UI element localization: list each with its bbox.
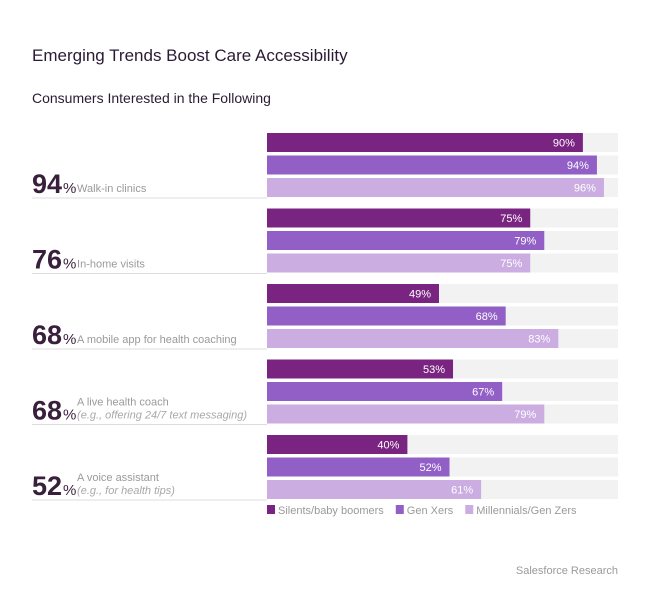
- data-label: 83%: [528, 334, 550, 346]
- data-label: 52%: [419, 462, 441, 474]
- data-label: 68%: [476, 311, 498, 323]
- data-label: 40%: [377, 440, 399, 452]
- legend-label: Gen Xers: [407, 505, 454, 517]
- category-label: A live health coach: [77, 397, 169, 409]
- legend-swatch: [465, 505, 474, 514]
- overall-percent: 68: [32, 320, 62, 350]
- data-label: 79%: [514, 236, 536, 248]
- chart-subtitle: Consumers Interested in the Following: [32, 90, 271, 106]
- overall-percent: 52: [32, 471, 62, 501]
- bar: [267, 133, 583, 152]
- percent-sign: %: [63, 407, 76, 424]
- data-label: 75%: [500, 213, 522, 225]
- data-label: 96%: [574, 183, 596, 195]
- percent-sign: %: [63, 256, 76, 273]
- bar: [267, 404, 545, 424]
- percent-sign: %: [63, 331, 76, 348]
- data-label: 94%: [567, 160, 589, 172]
- overall-percent: 94: [32, 169, 62, 199]
- data-label: 49%: [409, 289, 431, 301]
- bar: [267, 208, 531, 228]
- bar: [267, 435, 408, 454]
- legend-label: Millennials/Gen Zers: [476, 505, 577, 517]
- category-label: A mobile app for health coaching: [77, 334, 237, 346]
- legend-swatch: [267, 505, 275, 514]
- bar: [267, 231, 545, 250]
- legend-label: Silents/baby boomers: [278, 505, 384, 517]
- bar: [267, 155, 597, 175]
- data-label: 75%: [500, 258, 522, 270]
- bar: [267, 284, 439, 303]
- chart-title: Emerging Trends Boost Care Accessibility: [32, 46, 348, 65]
- category-note: (e.g., offering 24/7 text messaging): [77, 410, 247, 422]
- category-label: Walk-in clinics: [77, 183, 147, 195]
- source-credit: Salesforce Research: [515, 565, 618, 577]
- bar: [267, 457, 450, 477]
- bar: [267, 306, 506, 326]
- percent-sign: %: [63, 180, 76, 197]
- bar: [267, 253, 531, 273]
- data-label: 53%: [423, 364, 445, 376]
- bar: [267, 178, 604, 197]
- data-label: 79%: [514, 409, 536, 421]
- bar: [267, 382, 503, 401]
- category-label: A voice assistant: [77, 472, 159, 484]
- overall-percent: 76: [32, 245, 62, 275]
- category-note: (e.g., for health tips): [77, 485, 175, 497]
- bar: [267, 359, 454, 379]
- percent-sign: %: [63, 482, 76, 499]
- data-label: 61%: [451, 485, 473, 497]
- data-label: 90%: [553, 138, 575, 150]
- overall-percent: 68: [32, 396, 62, 426]
- data-label: 67%: [472, 387, 494, 399]
- category-label: In-home visits: [77, 259, 145, 271]
- bar: [267, 329, 559, 348]
- legend-swatch: [395, 505, 404, 514]
- bar: [267, 480, 482, 499]
